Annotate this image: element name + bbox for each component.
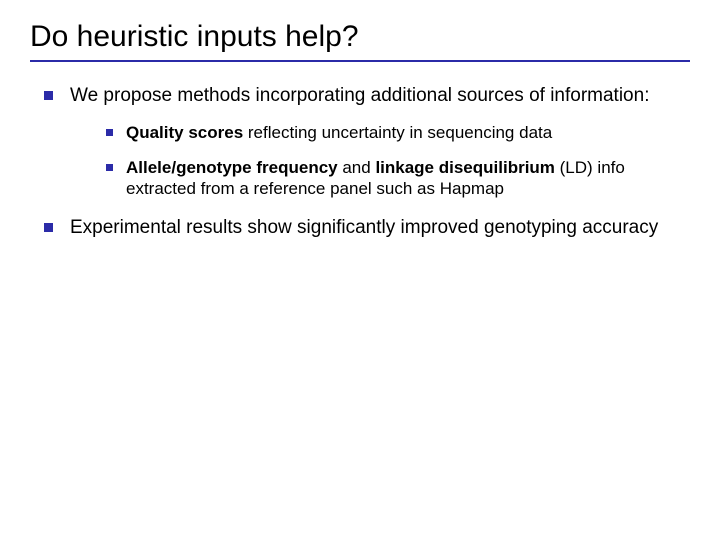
list-item: Experimental results show significantly …	[36, 216, 690, 240]
bullet-text: Experimental results show significantly …	[70, 217, 658, 238]
bold-term: Allele/genotype frequency	[126, 158, 338, 177]
bullet-text: We propose methods incorporating additio…	[70, 85, 649, 106]
slide-title: Do heuristic inputs help?	[30, 20, 690, 54]
list-item: Allele/genotype frequency and linkage di…	[100, 157, 690, 200]
title-rule	[30, 60, 690, 62]
bullet-text: reflecting uncertainty in sequencing dat…	[243, 123, 552, 142]
slide: Do heuristic inputs help? We propose met…	[0, 0, 720, 540]
bold-term: Quality scores	[126, 123, 243, 142]
list-item: We propose methods incorporating additio…	[36, 84, 690, 200]
bullet-text: and	[338, 158, 376, 177]
bullet-list-lvl1: We propose methods incorporating additio…	[36, 84, 690, 239]
bullet-list-lvl2: Quality scores reflecting uncertainty in…	[100, 122, 690, 200]
list-item: Quality scores reflecting uncertainty in…	[100, 122, 690, 143]
bold-term: linkage disequilibrium	[375, 158, 554, 177]
